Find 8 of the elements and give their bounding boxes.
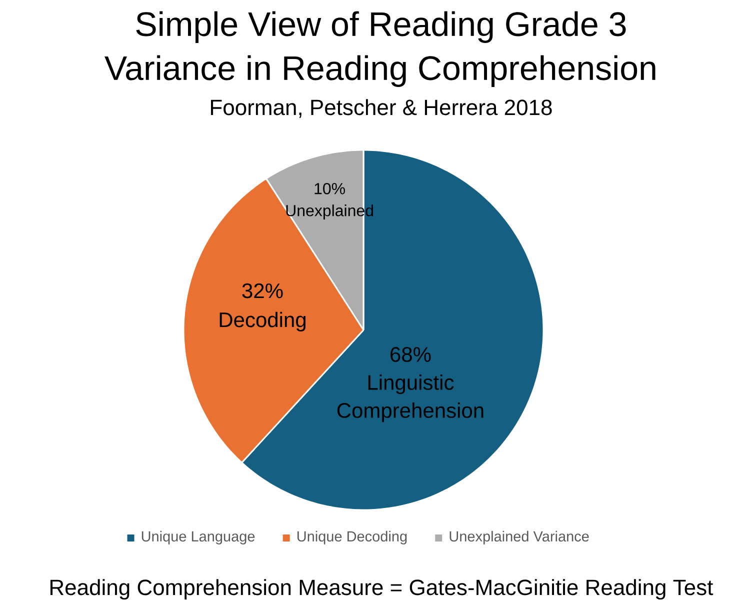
text: Reading Comprehension Measure = Gates-MacGinitie Reading Test — [50, 579, 714, 600]
legend-label: Unique Decoding — [297, 530, 407, 544]
legend-label: Unique Language — [142, 530, 255, 544]
data-label: 68% Linguistic Comprehension — [337, 347, 484, 422]
chart-subtitle: Foorman, Petscher & Herrera 2018 — [211, 99, 552, 118]
data-label: 32% Decoding — [220, 283, 306, 332]
chart-title: Simple View of Reading Grade 3 Variance in Reading Comprehension — [104, 11, 656, 87]
legend-label: Unexplained Variance — [450, 530, 589, 544]
